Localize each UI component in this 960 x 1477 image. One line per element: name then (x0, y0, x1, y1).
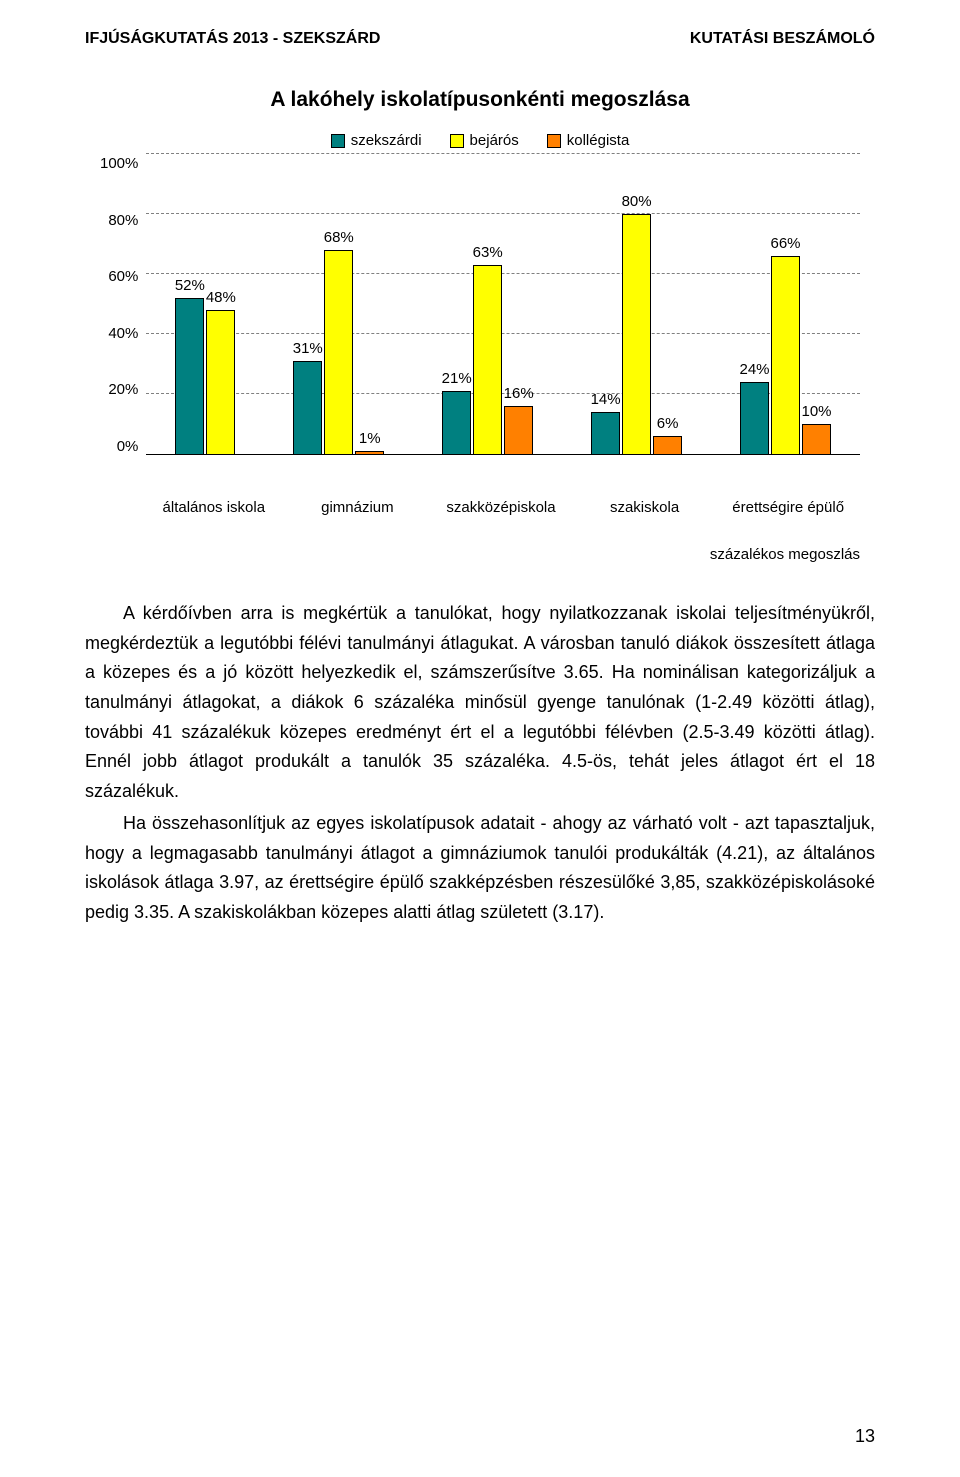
chart-caption: százalékos megoszlás (85, 546, 860, 563)
page-header: IFJÚSÁGKUTATÁS 2013 - SZEKSZÁRD KUTATÁSI… (85, 30, 875, 48)
x-tick-label: gimnázium (286, 499, 430, 516)
y-tick-label: 60% (108, 268, 138, 285)
bar: 6% (653, 436, 682, 454)
legend-swatch (450, 134, 464, 148)
y-tick-label: 0% (117, 438, 139, 455)
plot-area: 52%48%31%68%1%21%63%16%14%80%6%24%66%10% (146, 155, 860, 455)
bar-value-label: 1% (359, 430, 381, 447)
bar-value-label: 10% (802, 403, 832, 420)
page-number: 13 (855, 1426, 875, 1447)
legend-label: bejárós (470, 132, 519, 149)
bar: 10% (802, 424, 831, 454)
chart-legend: szekszárdi bejárós kollégista (100, 132, 860, 149)
bar: 80% (622, 214, 651, 454)
body-text: A kérdőívben arra is megkértük a tanulók… (85, 599, 875, 928)
x-tick-label: szakiskola (573, 499, 717, 516)
bar-group: 21%63%16% (442, 155, 533, 454)
legend-item: szekszárdi (331, 132, 422, 149)
bar: 21% (442, 391, 471, 454)
bar-value-label: 14% (591, 391, 621, 408)
header-left: IFJÚSÁGKUTATÁS 2013 - SZEKSZÁRD (85, 30, 380, 48)
bar-value-label: 63% (473, 244, 503, 261)
bar-value-label: 68% (324, 229, 354, 246)
bar-value-label: 16% (504, 385, 534, 402)
chart-title: A lakóhely iskolatípusonkénti megoszlása (85, 88, 875, 112)
legend-label: kollégista (567, 132, 630, 149)
bar-value-label: 80% (622, 193, 652, 210)
y-axis: 100% 80% 60% 40% 20% 0% (100, 155, 146, 455)
y-tick-label: 80% (108, 212, 138, 229)
bar: 14% (591, 412, 620, 454)
bar-value-label: 6% (657, 415, 679, 432)
legend-swatch (331, 134, 345, 148)
bar-value-label: 52% (175, 277, 205, 294)
y-tick-label: 20% (108, 381, 138, 398)
bar-value-label: 48% (206, 289, 236, 306)
bar: 1% (355, 451, 384, 454)
chart-area: 100%80%60%40%20%0% 52%48%31%68%1%21%63%1… (100, 155, 860, 495)
legend-item: bejárós (450, 132, 519, 149)
paragraph: A kérdőívben arra is megkértük a tanulók… (85, 599, 875, 807)
bar-groups: 52%48%31%68%1%21%63%16%14%80%6%24%66%10% (146, 155, 860, 454)
chart-container: szekszárdi bejárós kollégista 100% 80% 60% 40… (100, 132, 860, 516)
x-tick-label: érettségire épülő (716, 499, 860, 516)
bar: 24% (740, 382, 769, 454)
bar-group: 14%80%6% (591, 155, 682, 454)
bar-group: 52%48% (175, 155, 235, 454)
bar-value-label: 31% (293, 340, 323, 357)
header-right: KUTATÁSI BESZÁMOLÓ (690, 30, 875, 48)
legend-item: kollégista (547, 132, 630, 149)
bar: 63% (473, 265, 502, 454)
bar: 48% (206, 310, 235, 454)
paragraph: Ha összehasonlítjuk az egyes iskolatípus… (85, 809, 875, 928)
x-axis-labels: általános iskolagimnáziumszakközépiskola… (142, 499, 860, 516)
bar: 52% (175, 298, 204, 454)
bar-group: 31%68%1% (293, 155, 384, 454)
legend-label: szekszárdi (351, 132, 422, 149)
x-tick-label: általános iskola (142, 499, 286, 516)
bar: 16% (504, 406, 533, 454)
bar: 31% (293, 361, 322, 454)
y-tick-label: 40% (108, 325, 138, 342)
bar-value-label: 21% (442, 370, 472, 387)
bar-value-label: 66% (771, 235, 801, 252)
x-tick-label: szakközépiskola (429, 499, 573, 516)
y-tick-label: 100% (100, 155, 138, 172)
gridline (146, 153, 860, 154)
bar: 68% (324, 250, 353, 454)
legend-swatch (547, 134, 561, 148)
bar: 66% (771, 256, 800, 454)
bar-value-label: 24% (740, 361, 770, 378)
bar-group: 24%66%10% (740, 155, 831, 454)
